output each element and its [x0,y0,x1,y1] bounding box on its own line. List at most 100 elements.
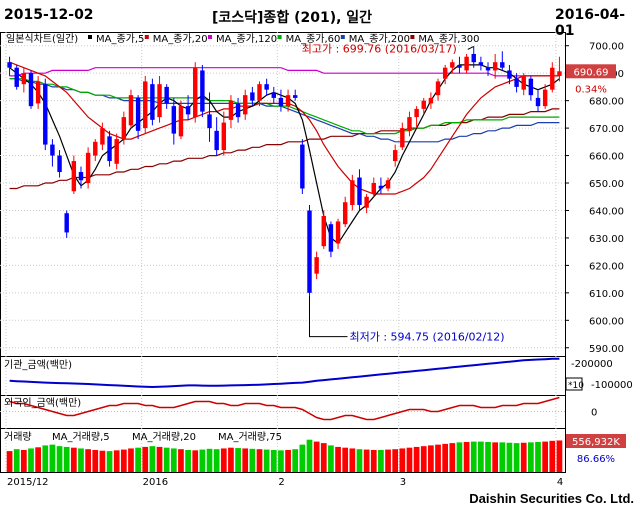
volume-ma20-label: MA_거래량,20 [132,431,196,443]
volume-ma75-label: MA_거래량,75 [218,431,282,443]
volume-bar [556,440,563,472]
volume-bar [242,448,249,472]
legend-swatch [410,35,415,39]
volume-bar [306,439,313,472]
legend-swatch [208,35,212,39]
x-tick-label: 2 [278,477,284,488]
candle-body [221,122,227,151]
volume-bar [392,449,399,472]
candle-body [392,150,398,162]
candle-body [357,177,362,205]
volume-bar [106,451,113,472]
candle-body [128,95,134,126]
candle-body [400,128,405,148]
candle-body [35,81,41,104]
volume-bar [42,445,49,472]
candle-body [428,97,434,104]
candle-body [143,81,148,129]
candle-body [93,141,98,156]
volume-bar [470,441,477,472]
volume-bar [535,441,541,472]
candle-body [457,64,462,68]
y-tick-label: 640.00 [589,206,624,217]
candle-body [507,70,512,79]
institution-scale-badge: *10 [568,381,584,391]
volume-bar [463,441,470,472]
volume-bar [520,442,527,472]
candle-body [85,152,91,184]
volume-bar [478,441,484,472]
volume-bar [385,449,391,472]
foreign-tick: 0 [591,408,597,419]
candle-body [57,155,62,173]
volume-bar [85,449,91,472]
candle-body [185,106,191,115]
candle-body [364,196,369,208]
volume-bar [206,448,213,472]
institution-tick: -200000 [571,359,613,370]
volume-bar [113,450,120,472]
candle-body [557,71,562,76]
volume-bar [28,448,34,472]
candle-body [442,67,448,79]
volume-bar [49,444,56,472]
volume-bar [235,448,241,472]
volume-bar [20,449,27,472]
candle-body [157,84,162,118]
high-annotation: 최고가 : 699.76 (2016/03/17) [302,42,457,55]
candle-body [21,73,27,85]
foreign-panel: 외국인_금액(백만) 0 [0,396,597,421]
y-tick-label: 680.00 [589,97,624,108]
candle-body [378,185,384,189]
chart-header: 2015-12-02 [코스닥]종합 (201), 일간 2016-04-01 [0,0,640,39]
institution-label: 기관_금액(백만) [4,359,72,371]
volume-bar [349,448,356,472]
low-annotation: 최저가 : 594.75 (2016/02/12) [349,331,504,344]
volume-bar [513,443,520,472]
volume-bar [213,449,220,472]
volume-bar [413,446,420,472]
candle-body [171,106,177,134]
volume-bar [199,449,206,472]
candle-body [150,84,155,120]
volume-bar [499,442,506,472]
candle-body [514,78,519,87]
candle-body [271,92,277,98]
institution-scale-badge-box [565,377,583,391]
volume-bar [178,449,184,472]
candle-body [542,89,548,107]
candle-body [193,67,198,118]
legend-label: MA_종가,60 [286,33,341,45]
panel-frame [0,356,566,396]
volume-bar [149,446,156,472]
candle-body [492,62,498,71]
candle-body [464,56,469,71]
candle-body [285,95,291,107]
volume-bar [6,451,13,472]
volume-bar [142,446,149,472]
candle-body [135,97,141,131]
panel-frame [0,428,566,473]
candle-body [50,144,55,156]
ma-line-ma120 [9,67,560,77]
legend-label: MA_종가,300 [418,33,479,45]
candle-body [257,84,262,101]
volume-bar [399,448,406,472]
volume-bar [56,446,63,472]
y-tick-label: 670.00 [589,124,624,135]
candle-body [78,172,84,181]
foreign-line [9,396,560,421]
candle-body [71,161,77,192]
y-tick-label: 610.00 [589,289,624,300]
volume-bar [420,446,427,472]
volume-label: 거래량 [4,431,32,443]
candle-body [243,95,248,115]
y-tick-label: 630.00 [589,234,624,245]
volume-bar [485,441,491,472]
volume-bar [292,449,299,472]
candle-body [535,97,541,107]
candle-body [107,136,112,162]
candle-body [300,144,305,189]
volume-bar [270,449,277,472]
